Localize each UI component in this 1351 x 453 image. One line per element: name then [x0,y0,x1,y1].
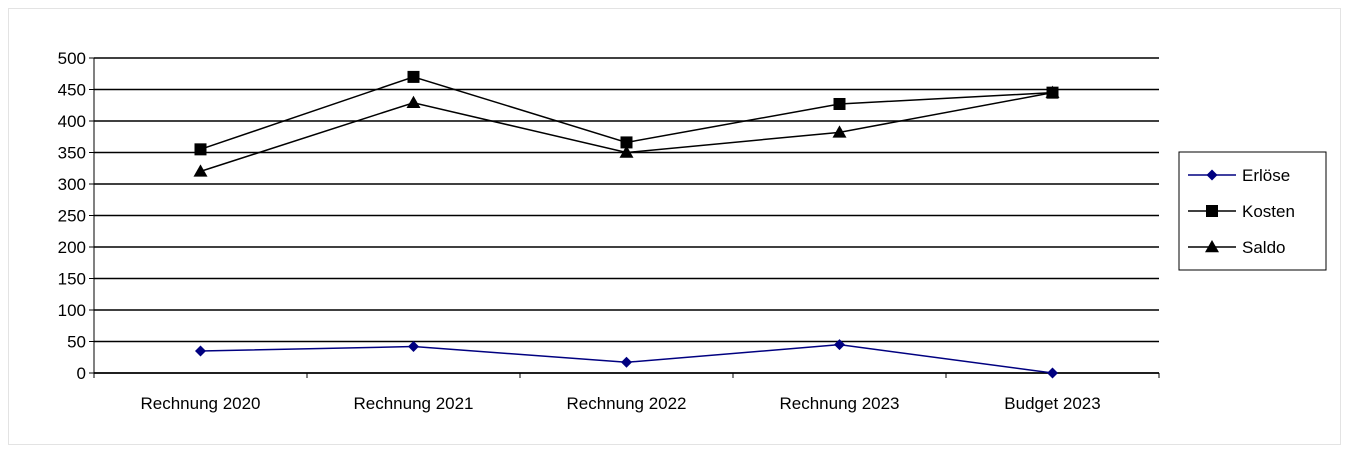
data-point-kosten [407,70,420,83]
y-tick-labels: 0 50 100 150 200 250 300 350 400 450 500 [58,49,86,383]
y-tick-label: 250 [58,207,86,226]
y-tick-label: 500 [58,49,86,68]
chart-frame: 0 50 100 150 200 250 300 350 400 450 500 Rechnung … [8,8,1341,445]
data-point-erl-se [621,356,632,368]
data-point-erl-se [834,339,845,351]
line-chart: 0 50 100 150 200 250 300 350 400 450 500 Rechnung … [58,49,1327,413]
y-tick-label: 100 [58,301,86,320]
legend-entry-saldo: Saldo [1188,238,1285,257]
series-line-saldo [200,91,1053,173]
legend-marker-erl-se [1206,169,1218,181]
legend-marker-saldo [1205,240,1219,253]
x-tick-label: Rechnung 2020 [140,394,260,413]
x-tick-label: Rechnung 2023 [779,394,899,413]
series-lines [193,70,1060,379]
data-point-erl-se [1047,367,1058,379]
legend-entry-erl-se: Erlöse [1188,166,1290,185]
x-tick-labels: Rechnung 2020 Rechnung 2021 Rechnung 2022 R… [140,394,1100,413]
y-tick-label: 450 [58,81,86,100]
data-point-erl-se [195,345,206,357]
x-tick-label: Budget 2023 [1004,394,1100,413]
series-saldo [193,85,1060,177]
y-tick-label: 0 [77,364,86,383]
data-point-saldo [406,95,421,108]
data-point-kosten [194,143,207,156]
legend-marker-kosten [1206,205,1218,217]
legend-entry-kosten: Kosten [1188,202,1295,221]
series-kosten [194,70,1059,156]
y-tick-label: 200 [58,238,86,257]
legend-label: Saldo [1242,238,1285,257]
legend: Erlöse Kosten Saldo [1178,151,1327,271]
x-tick-label: Rechnung 2021 [353,394,473,413]
series-erl-se [195,339,1058,379]
data-point-saldo [193,164,208,177]
axes [89,57,1160,378]
legend-label: Kosten [1242,202,1295,221]
data-point-saldo [1045,85,1060,98]
y-tick-label: 150 [58,270,86,289]
y-tick-label: 350 [58,144,86,163]
y-tick-label: 400 [58,112,86,131]
gridlines [94,57,1159,374]
y-tick-label: 300 [58,175,86,194]
data-point-erl-se [408,341,419,353]
x-tick-label: Rechnung 2022 [566,394,686,413]
data-point-saldo [832,125,847,138]
data-point-kosten [833,97,846,110]
legend-label: Erlöse [1242,166,1290,185]
y-tick-label: 50 [67,333,86,352]
data-point-saldo [619,145,634,158]
data-point-kosten [620,136,633,149]
